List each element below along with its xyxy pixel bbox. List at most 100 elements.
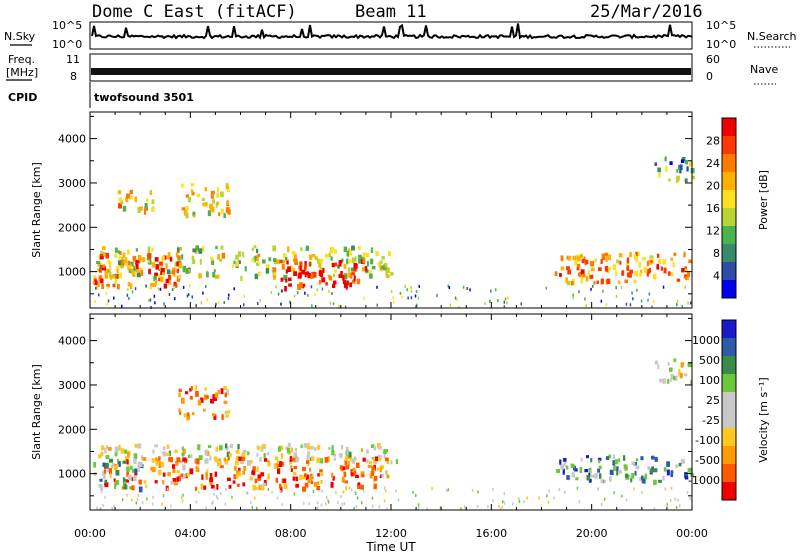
echo-cell [278,461,283,467]
colorbar-segment [722,136,736,155]
echo-cell [621,270,625,275]
echo-cell [319,469,323,473]
echo-cell [321,287,324,291]
echo-cell [373,483,377,490]
echo-cell [369,473,373,479]
echo-cell [210,256,214,261]
echo-cell [675,505,678,509]
echo-cell [293,294,296,298]
echo-cell [687,468,692,473]
echo-cell [175,251,179,258]
echo-cell [386,274,390,279]
echo-cell [256,506,258,510]
echo-cell [650,260,653,264]
echo-cell [105,292,107,296]
echo-cell [109,472,112,479]
echo-cell [108,268,111,273]
echo-cell [198,455,203,460]
echo-cell [189,468,194,475]
echo-cell [348,451,352,458]
colorbar-tick-label: 12 [706,225,720,238]
echo-cell [221,414,224,420]
echo-cell [271,490,273,494]
echo-cell [152,495,154,499]
echo-cell [162,494,165,498]
echo-cell [126,452,130,459]
echo-cell [361,474,365,478]
echo-cell [144,209,147,215]
echo-cell [237,443,240,450]
echo-cell [329,250,334,254]
echo-cell [658,479,662,483]
echo-cell [181,496,183,500]
echo-cell [202,202,206,207]
time-tick-label: 00:00 [74,527,106,540]
echo-cell [211,206,215,213]
echo-cell [613,491,615,495]
echo-cell [182,448,186,455]
echo-cell [684,285,687,289]
echo-cell [680,159,685,163]
echo-cell [307,442,310,448]
echo-cell [327,500,330,504]
echo-cell [102,252,106,257]
echo-cell [659,378,663,383]
echo-cell [211,484,215,489]
echo-cell [436,294,438,298]
echo-cell [154,257,159,262]
echo-cell [603,479,606,484]
echo-cell [565,277,568,283]
echo-cell [280,277,284,282]
echo-cell [594,473,598,479]
echo-cell [675,464,679,468]
colorbar-tick-label: 100 [699,374,720,387]
echo-cell [670,471,674,478]
echo-cell [254,486,258,491]
colorbar-segment [722,410,736,429]
echo-cell [383,449,387,454]
echo-cell [387,251,391,256]
echo-cell [114,279,118,284]
echo-cell [260,472,265,477]
echo-cell [571,473,575,478]
echo-cell [288,277,292,281]
echo-cell [131,290,134,294]
time-tick-label: 20:00 [576,527,608,540]
echo-cell [665,165,668,172]
echo-cell [581,259,585,264]
echo-cell [538,496,540,500]
power-y-ticks: 1000 2000 3000 4000 [58,115,692,295]
echo-cell [670,272,674,277]
echo-cell [127,474,132,481]
echo-cell [150,283,154,287]
echo-cell [347,461,350,467]
echo-cell [393,300,395,304]
colorbar-segment [722,172,736,191]
echo-cell [354,474,359,478]
time-axis-title: Time UT [365,540,416,554]
time-tick-label: 00:00 [676,527,708,540]
echo-cell [217,187,220,192]
echo-cell [100,485,104,491]
echo-cell [176,247,180,253]
echo-cell [576,266,580,271]
echo-cell [126,193,130,199]
echo-cell [351,272,355,276]
echo-cell [114,247,118,253]
echo-cell [159,287,162,291]
freq-tick-top: 11 [66,53,80,66]
echo-cell [560,266,565,271]
echo-cell [131,485,135,491]
colorbar-tick-label: 8 [713,247,720,260]
power-colorbar: 28 24 20 16 12 8 4 [706,117,737,299]
echo-cell [518,497,520,501]
echo-cell [195,391,199,397]
echo-cell [151,247,154,252]
echo-cell [471,488,474,492]
echo-cell [667,361,670,366]
echo-cell [279,445,284,451]
echo-cell [609,469,614,475]
echo-cell [683,251,686,258]
echo-cell [128,264,132,269]
echo-cell [145,484,148,489]
